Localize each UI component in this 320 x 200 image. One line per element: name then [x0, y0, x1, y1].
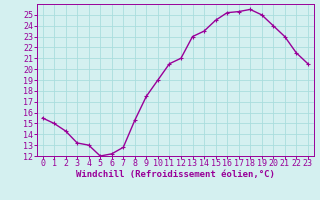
- X-axis label: Windchill (Refroidissement éolien,°C): Windchill (Refroidissement éolien,°C): [76, 170, 275, 179]
